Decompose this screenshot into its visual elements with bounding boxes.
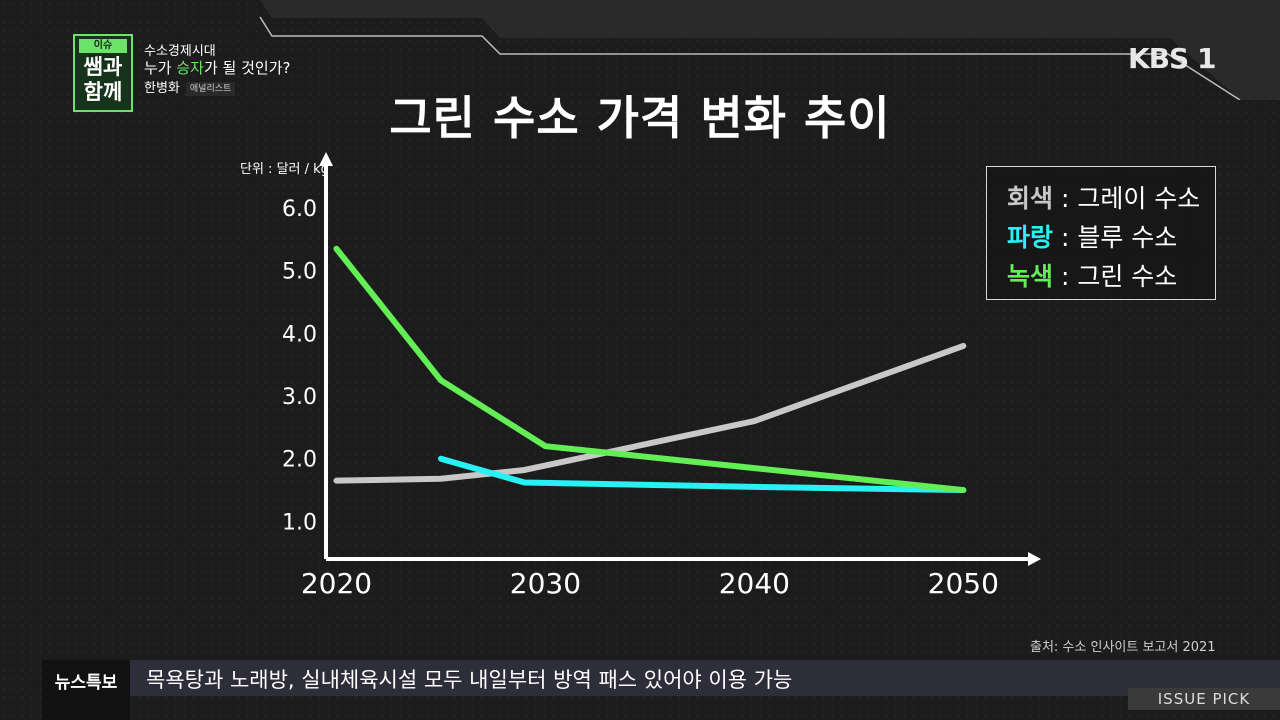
legend-label-gray: : 그레이 수소 [1053, 184, 1201, 213]
broadcaster-logo: KBS 1 [1128, 42, 1216, 75]
chart-legend: 회색 : 그레이 수소 파랑 : 블루 수소 녹색 : 그린 수소 [986, 166, 1216, 300]
topic-title-a: 누가 [144, 59, 177, 77]
top-band [0, 0, 1280, 100]
legend-key-gray: 회색 [1007, 184, 1054, 213]
y-tick-label: 1.0 [282, 510, 317, 535]
series-line-0 [333, 342, 967, 484]
ticker-label: 뉴스특보 [42, 660, 130, 720]
legend-key-green: 녹색 [1007, 262, 1054, 291]
issue-pick-badge: 이슈 PICK 쌤과 함께 [73, 34, 133, 112]
badge-top-label: 이슈 PICK [79, 39, 127, 65]
y-tick-label: 3.0 [282, 385, 317, 410]
x-tick-label: 2040 [719, 567, 790, 600]
news-ticker-bar [42, 660, 1280, 696]
y-tick-label: 6.0 [282, 197, 317, 222]
guest-caption: 한병화 애널리스트 [144, 77, 236, 96]
legend-item-blue: 파랑 : 블루 수소 [1007, 218, 1215, 257]
legend-key-blue: 파랑 [1007, 223, 1054, 252]
legend-label-blue: : 블루 수소 [1053, 223, 1178, 252]
legend-item-gray: 회색 : 그레이 수소 [1007, 179, 1215, 218]
y-tick-label: 5.0 [282, 260, 317, 285]
program-logo: 쌤과 함께 [83, 55, 123, 104]
chart-title: 그린 수소 가격 변화 추이 [389, 91, 891, 145]
y-axis-arrow [319, 152, 333, 166]
topic-title: 누가 승자가 될 것인가? [144, 57, 290, 78]
y-tick-label: 2.0 [282, 448, 317, 473]
ticker-text: 목욕탕과 노래방, 실내체육시설 모두 내일부터 방역 패스 있어야 이용 가능 [146, 668, 793, 692]
topic-subtitle: 수소경제시대 [144, 44, 216, 59]
series-line-1 [437, 455, 967, 494]
source-note: 출처: 수소 인사이트 보고서 2021 [1030, 640, 1216, 655]
y-unit-label: 단위 : 달러 / kg [240, 162, 329, 177]
x-axis-arrow [1028, 552, 1041, 566]
x-tick-label: 2050 [928, 567, 999, 600]
y-tick-label: 4.0 [282, 322, 317, 347]
legend-label-green: : 그린 수소 [1053, 262, 1178, 291]
topic-title-b: 가 될 것인가? [203, 59, 291, 77]
legend-item-green: 녹색 : 그린 수소 [1007, 257, 1215, 296]
x-tick-label: 2030 [510, 567, 581, 600]
x-tick-label: 2020 [301, 567, 372, 600]
topic-title-highlight: 승자 [176, 59, 204, 77]
guest-role: 애널리스트 [185, 81, 236, 96]
guest-name: 한병화 [144, 81, 180, 96]
issue-pick-tag: ISSUE PICK [1128, 688, 1280, 710]
series-line-2 [333, 245, 967, 494]
